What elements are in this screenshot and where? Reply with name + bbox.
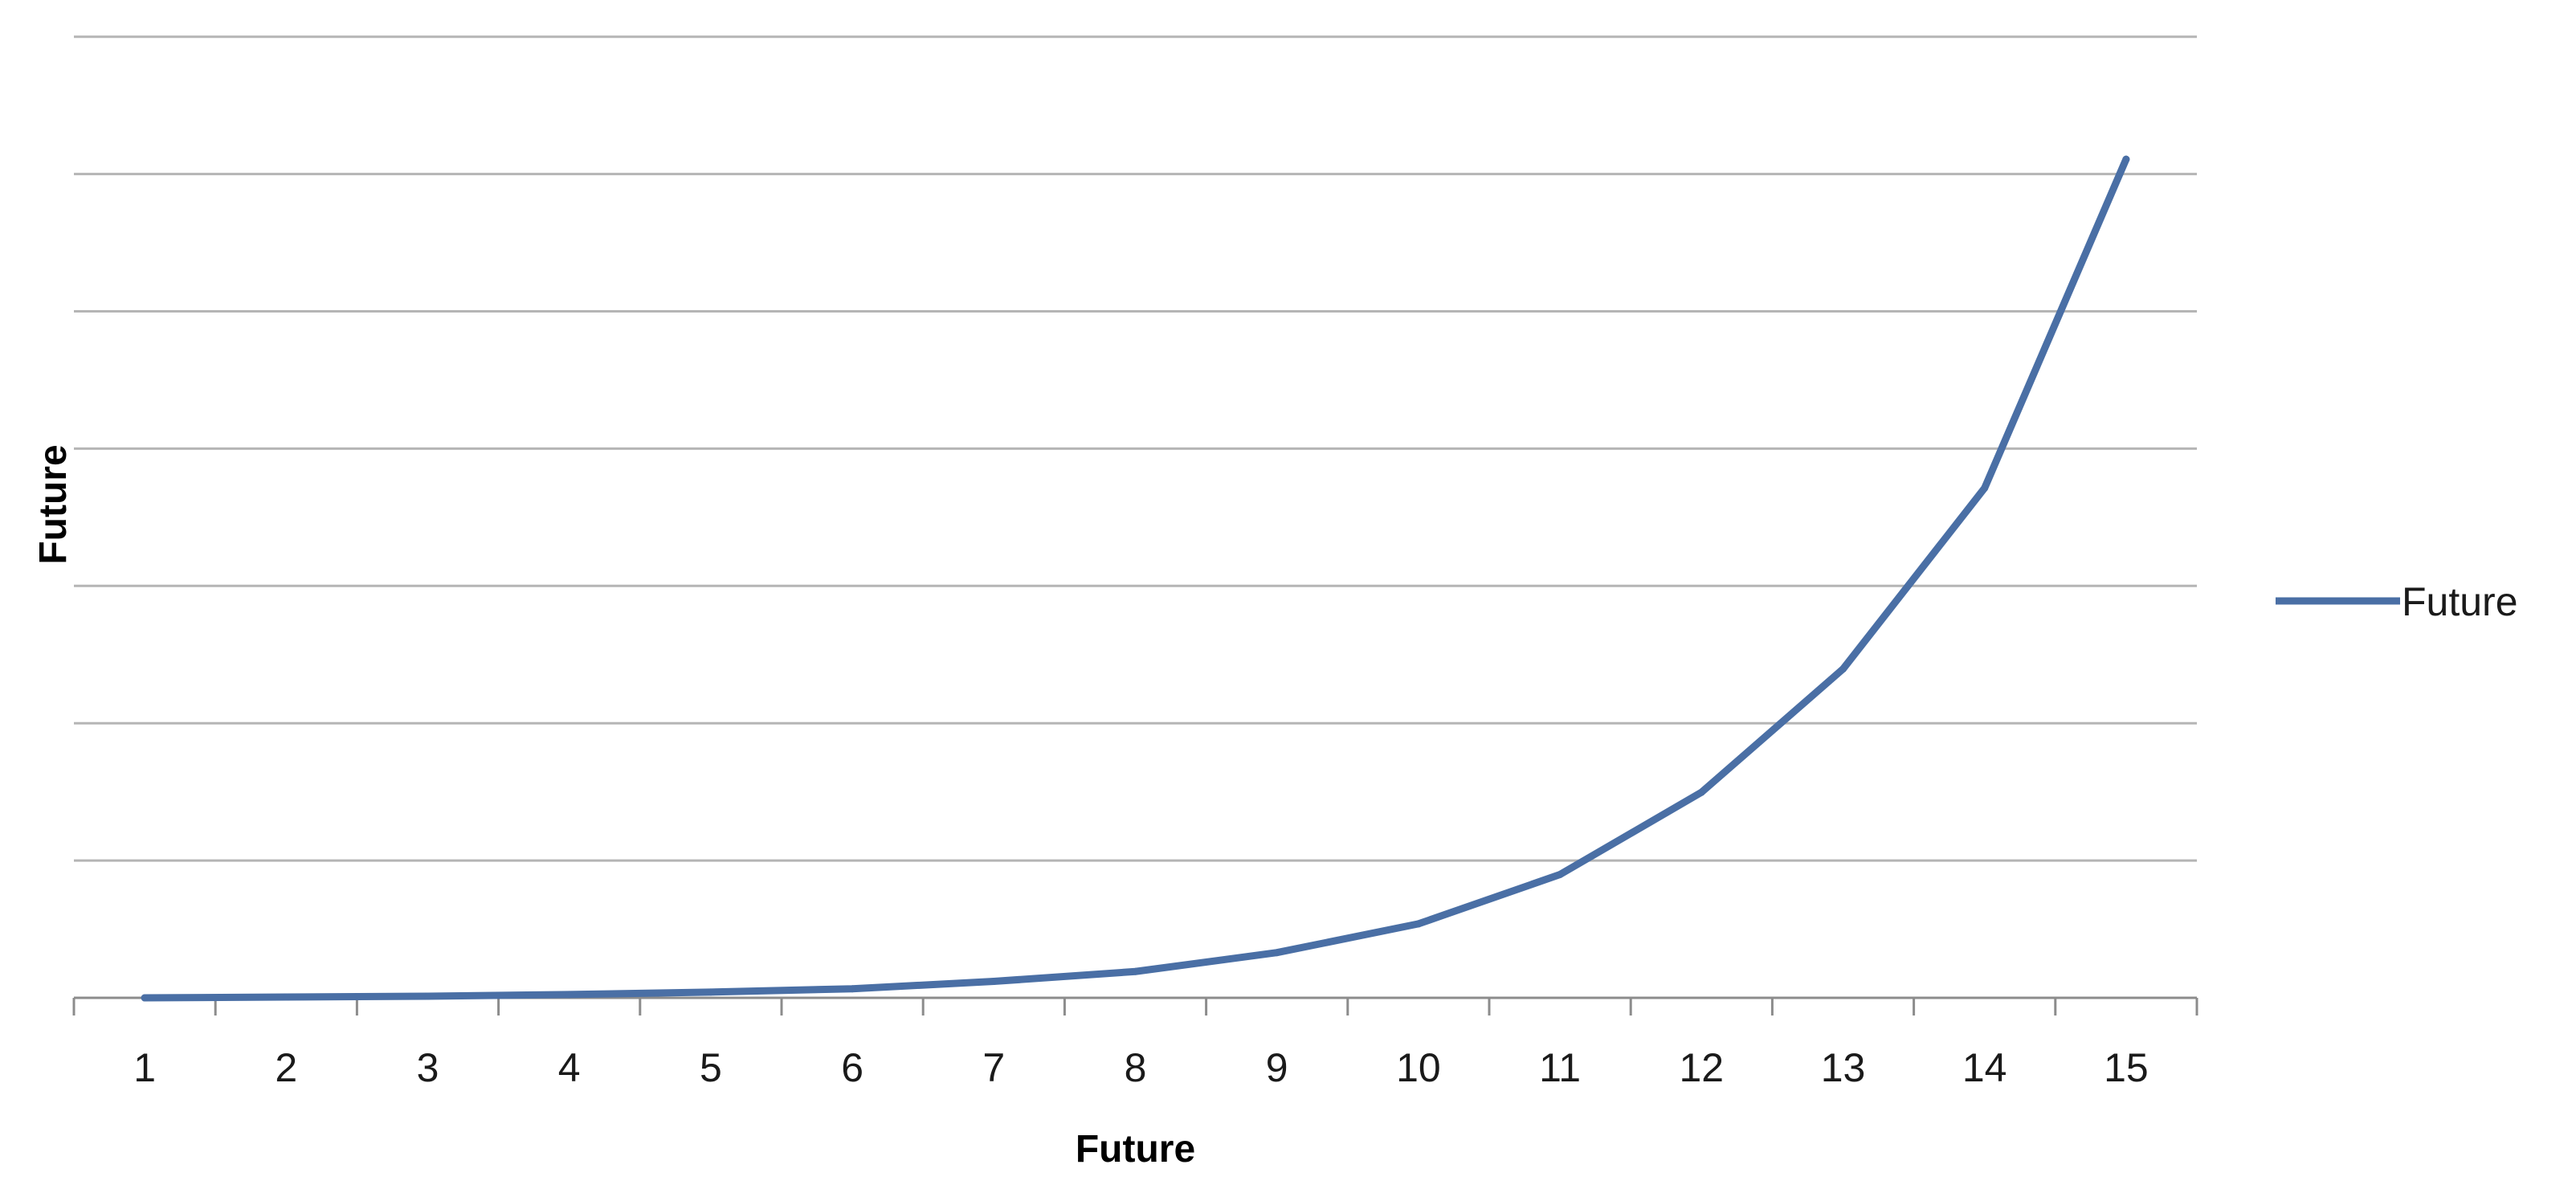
x-axis-title: Future <box>1076 1128 1195 1171</box>
x-tick-label: 13 <box>1821 1045 1866 1090</box>
x-tick-label: 4 <box>558 1045 581 1090</box>
x-tick-labels: 1 2 3 4 5 6 7 8 9 10 11 12 13 14 15 <box>133 1045 2149 1090</box>
data-point <box>282 993 290 1001</box>
x-tick-label: 3 <box>417 1045 439 1090</box>
series-group <box>141 155 2130 1002</box>
gridlines <box>74 35 2197 862</box>
x-tick-label: 14 <box>1962 1045 2007 1090</box>
data-point <box>141 994 149 1002</box>
data-point <box>990 978 998 986</box>
data-point <box>1415 920 1423 928</box>
x-tick-label: 10 <box>1396 1045 1441 1090</box>
data-point <box>1273 949 1281 957</box>
x-tick-label: 8 <box>1125 1045 1147 1090</box>
data-point <box>424 992 431 1000</box>
x-tick-label: 6 <box>841 1045 863 1090</box>
x-tick-label: 2 <box>275 1045 297 1090</box>
series-line-future <box>141 155 2130 1002</box>
data-point <box>848 985 856 993</box>
data-point <box>2122 155 2130 163</box>
data-point <box>1697 788 1705 796</box>
data-point <box>1556 871 1564 878</box>
data-point <box>1132 967 1139 975</box>
data-point <box>707 988 715 996</box>
x-tick-label: 15 <box>2104 1045 2149 1090</box>
legend: Future <box>2276 579 2518 624</box>
x-tick-label: 11 <box>1539 1045 1581 1090</box>
x-tick-label: 1 <box>133 1045 156 1090</box>
data-point <box>1981 484 1989 492</box>
x-tick-label: 7 <box>982 1045 1005 1090</box>
x-tick-label: 5 <box>700 1045 722 1090</box>
legend-label-future: Future <box>2402 579 2518 624</box>
x-tick-label: 12 <box>1679 1045 1724 1090</box>
y-axis-title: Future <box>32 444 75 564</box>
x-tick-label: 9 <box>1266 1045 1288 1090</box>
x-axis <box>72 996 2198 1015</box>
data-point <box>565 991 574 999</box>
data-point <box>1839 665 1847 673</box>
